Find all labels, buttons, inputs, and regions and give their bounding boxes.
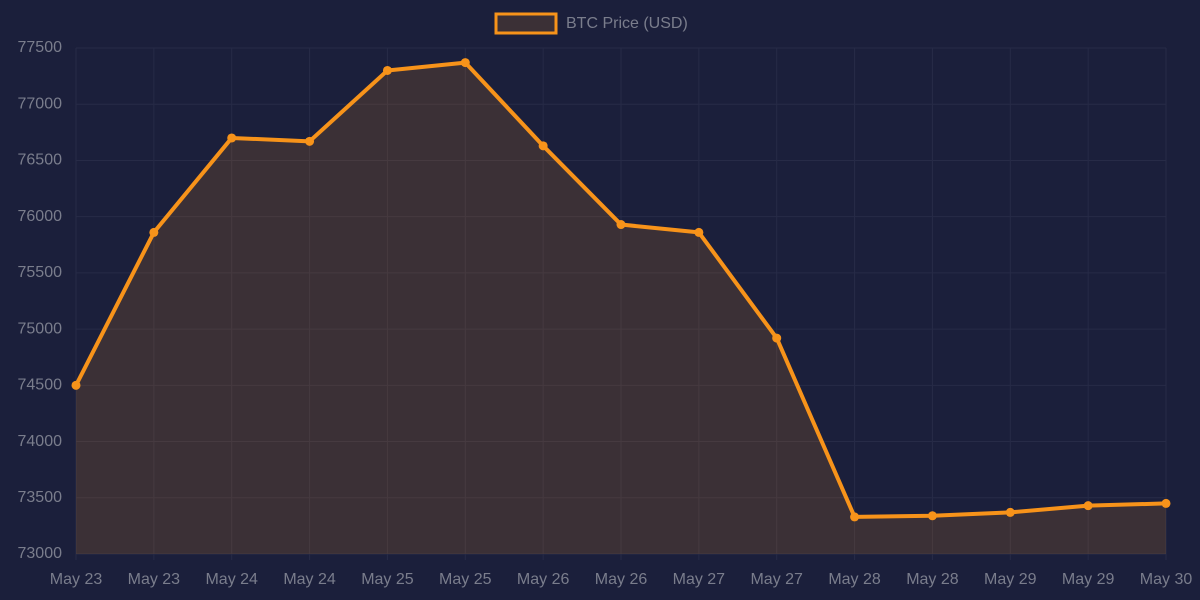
x-tick-label: May 25 [361,571,414,588]
x-tick-label: May 26 [517,571,570,588]
point [927,511,937,521]
point [850,512,860,522]
legend-label: BTC Price (USD) [566,15,688,32]
y-tick-label: 74000 [18,433,63,450]
x-tick-label: May 27 [673,571,726,588]
area [76,62,1166,555]
point [538,141,548,151]
x-tick-label: May 30 [1140,571,1193,588]
point [616,220,626,230]
legend-swatch [494,12,558,35]
point [1005,507,1015,517]
x-tick-label: May 26 [595,571,648,588]
y-tick-label: 76500 [18,152,63,169]
x-tick-label: May 28 [906,571,959,588]
y-tick-label: 73500 [18,489,63,506]
point [227,133,237,143]
point [149,227,159,237]
x-tick-label: May 24 [205,571,258,588]
x-tick-label: May 28 [828,571,881,588]
x-tick-label: May 27 [750,571,803,588]
y-tick-label: 77500 [18,39,63,56]
point [694,227,704,237]
x-tick-label: May 29 [1062,571,1115,588]
point [772,333,782,343]
x-tick-label: May 23 [128,571,181,588]
x-tick-label: May 29 [984,571,1037,588]
point [305,136,315,146]
point [71,380,81,390]
y-tick-label: 75500 [18,264,63,281]
x-tick-label: May 24 [283,571,336,588]
point [1161,498,1171,508]
y-tick-label: 73000 [18,545,63,562]
point [382,65,392,75]
x-tick-label: May 23 [50,571,103,588]
x-tick-label: May 25 [439,571,492,588]
y-tick-label: 74500 [18,377,63,394]
point [1083,501,1093,511]
y-tick-label: 75000 [18,320,63,337]
y-tick-label: 77000 [18,95,63,112]
point [460,58,470,68]
y-tick-label: 76000 [18,208,63,225]
